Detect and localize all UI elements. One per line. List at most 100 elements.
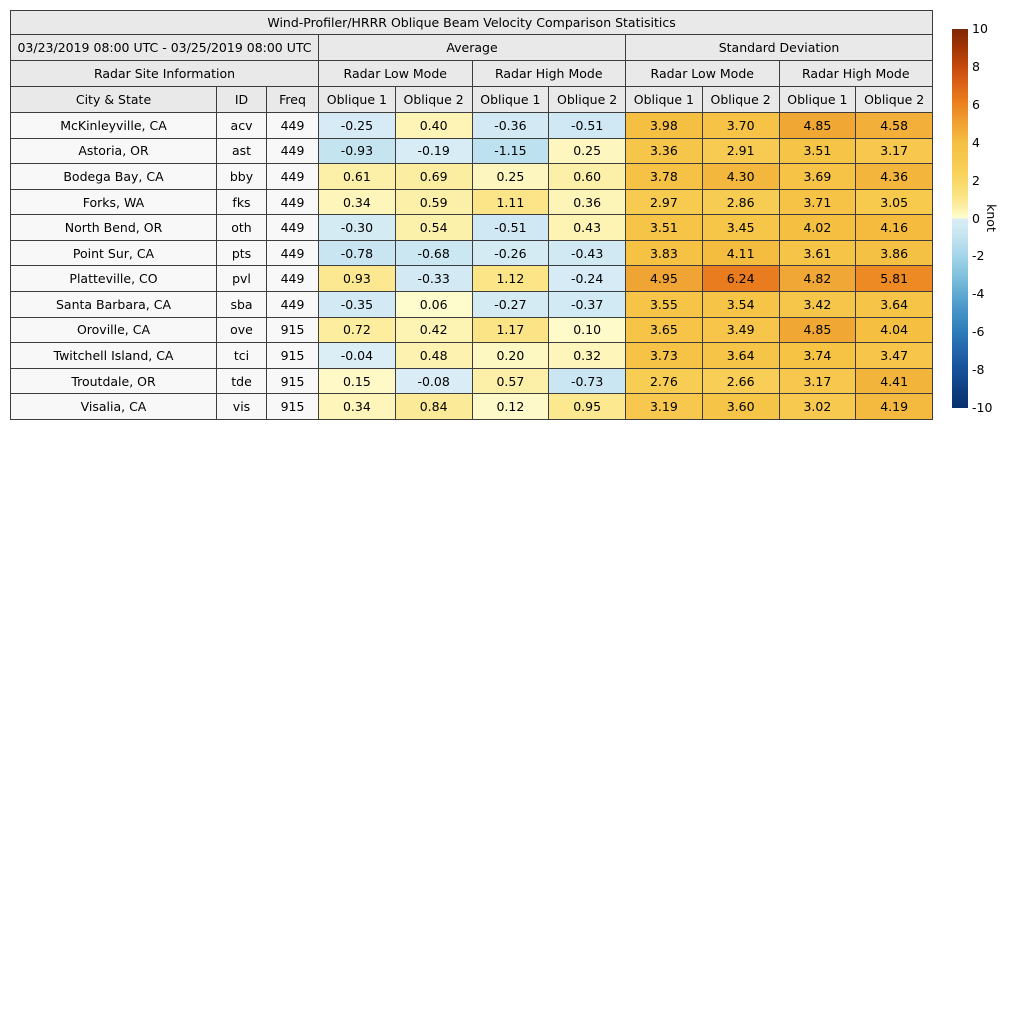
value-cell: 0.20	[471, 342, 550, 369]
value-cell: -0.08	[394, 367, 473, 395]
site-id-cell: tde	[216, 367, 267, 395]
value-cell: 1.11	[471, 188, 550, 216]
value-cell: 4.11	[701, 239, 780, 267]
value-cell: 3.05	[855, 188, 934, 216]
value-cell: -0.51	[471, 214, 550, 241]
freq-cell: 915	[266, 367, 319, 395]
value-cell: 5.81	[855, 265, 934, 293]
value-cell: 3.47	[855, 342, 934, 369]
value-cell: 0.40	[394, 112, 473, 139]
col-header-oblique: Oblique 2	[855, 86, 934, 113]
city-cell: Point Sur, CA	[10, 239, 217, 267]
city-cell: Visalia, CA	[10, 393, 217, 420]
col-header-oblique: Oblique 1	[625, 86, 703, 113]
col-header-city: City & State	[10, 86, 217, 113]
city-cell: Troutdale, OR	[10, 367, 217, 395]
value-cell: 3.42	[778, 291, 857, 318]
col-header-oblique: Oblique 1	[778, 86, 857, 113]
value-cell: 0.06	[394, 291, 473, 318]
value-cell: 0.69	[394, 163, 473, 190]
col-header-id: ID	[216, 86, 267, 113]
value-cell: 1.12	[471, 265, 550, 293]
value-cell: 0.59	[394, 188, 473, 216]
value-cell: 3.71	[778, 188, 857, 216]
freq-cell: 915	[266, 316, 319, 344]
value-cell: 0.57	[471, 367, 550, 395]
value-cell: 0.34	[318, 393, 396, 420]
value-cell: 0.93	[318, 265, 396, 293]
value-cell: 4.16	[855, 214, 934, 241]
value-cell: 0.15	[318, 367, 396, 395]
city-cell: Platteville, CO	[10, 265, 217, 293]
mode-header-avg-high: Radar High Mode	[471, 60, 626, 87]
value-cell: 2.97	[625, 188, 703, 216]
city-cell: McKinleyville, CA	[10, 112, 217, 139]
value-cell: 3.64	[701, 342, 780, 369]
value-cell: 3.98	[625, 112, 703, 139]
colorbar-tick-label: 8	[972, 58, 980, 74]
freq-cell: 449	[266, 291, 319, 318]
value-cell: -0.24	[548, 265, 626, 293]
col-header-freq: Freq	[266, 86, 319, 113]
value-cell: 3.17	[778, 367, 857, 395]
value-cell: 0.32	[548, 342, 626, 369]
value-cell: 0.48	[394, 342, 473, 369]
value-cell: 3.83	[625, 239, 703, 267]
col-header-oblique: Oblique 1	[318, 86, 396, 113]
colorbar-tick-label: -6	[972, 323, 985, 339]
value-cell: -0.26	[471, 239, 550, 267]
freq-cell: 449	[266, 214, 319, 241]
colorbar-tick-label: 10	[972, 20, 988, 36]
city-cell: North Bend, OR	[10, 214, 217, 241]
value-cell: 0.72	[318, 316, 396, 344]
freq-cell: 915	[266, 342, 319, 369]
value-cell: 3.64	[855, 291, 934, 318]
value-cell: -0.43	[548, 239, 626, 267]
value-cell: 0.43	[548, 214, 626, 241]
column-header-row: City & State ID Freq Oblique 1 Oblique 2…	[10, 86, 934, 113]
site-id-cell: tci	[216, 342, 267, 369]
colorbar-tick-label: -8	[972, 361, 985, 377]
value-cell: -0.78	[318, 239, 396, 267]
value-cell: 3.45	[701, 214, 780, 241]
col-header-oblique: Oblique 2	[548, 86, 626, 113]
site-id-cell: vis	[216, 393, 267, 420]
freq-cell: 449	[266, 112, 319, 139]
date-range: 03/23/2019 08:00 UTC - 03/25/2019 08:00 …	[10, 34, 319, 61]
table-row: North Bend, OR oth 449 -0.30 0.54 -0.51 0.43 3.…	[10, 214, 934, 241]
colorbar-tick-label: 6	[972, 96, 980, 112]
value-cell: 4.85	[778, 316, 857, 344]
value-cell: 4.41	[855, 367, 934, 395]
value-cell: 2.66	[701, 367, 780, 395]
table-row: Forks, WA fks 449 0.34 0.59 1.11 0.36 2.97 2.86 3…	[10, 188, 934, 216]
value-cell: 3.73	[625, 342, 703, 369]
value-cell: -1.15	[471, 137, 550, 165]
stats-table: Wind-Profiler/HRRR Oblique Beam Velocity…	[9, 10, 934, 420]
colorbar-tick-label: 0	[972, 210, 980, 226]
value-cell: 1.17	[471, 316, 550, 344]
table-row: Point Sur, CA pts 449 -0.78 -0.68 -0.26 -0.43 3…	[10, 239, 934, 267]
value-cell: -0.04	[318, 342, 396, 369]
value-cell: 2.91	[701, 137, 780, 165]
col-header-oblique: Oblique 2	[701, 86, 780, 113]
colorbar-tick-label: -2	[972, 248, 985, 264]
city-cell: Twitchell Island, CA	[10, 342, 217, 369]
value-cell: -0.73	[548, 367, 626, 395]
value-cell: -0.19	[394, 137, 473, 165]
colorbar-unit-label: knot	[984, 204, 999, 232]
site-id-cell: oth	[216, 214, 267, 241]
table-row: McKinleyville, CA acv 449 -0.25 0.40 -0.36 -0.…	[10, 112, 934, 139]
city-cell: Oroville, CA	[10, 316, 217, 344]
value-cell: 3.51	[625, 214, 703, 241]
value-cell: 3.02	[778, 393, 857, 420]
freq-cell: 449	[266, 188, 319, 216]
title-row: Wind-Profiler/HRRR Oblique Beam Velocity…	[9, 10, 934, 35]
value-cell: 4.04	[855, 316, 934, 344]
table-row: Twitchell Island, CA tci 915 -0.04 0.48 0.20 0…	[10, 342, 934, 369]
value-cell: 4.85	[778, 112, 857, 139]
value-cell: 0.60	[548, 163, 626, 190]
value-cell: 4.02	[778, 214, 857, 241]
colorbar	[952, 29, 968, 408]
value-cell: 3.49	[701, 316, 780, 344]
group-header-row: 03/23/2019 08:00 UTC - 03/25/2019 08:00 …	[10, 34, 934, 61]
